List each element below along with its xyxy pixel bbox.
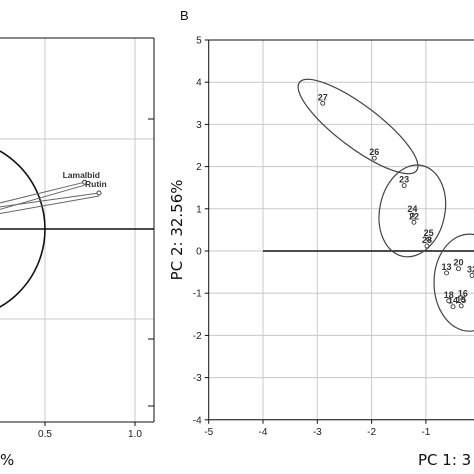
loading-vector-edge <box>0 195 100 214</box>
score-point <box>426 236 432 242</box>
score-point <box>320 100 326 106</box>
score-point-label: 24 <box>407 204 417 214</box>
score-point <box>456 266 461 272</box>
x-axis-title: PC 1: 3 <box>418 451 471 469</box>
y-tick-label: -3 <box>193 373 202 384</box>
x-tick-label: -4 <box>259 427 268 438</box>
y-tick-label: 3 <box>196 120 202 131</box>
score-point-label: 23 <box>399 175 409 185</box>
group-ellipse <box>378 164 447 258</box>
group-ellipse <box>297 78 419 175</box>
score-point <box>424 243 430 249</box>
y-tick-label: -1 <box>193 289 202 300</box>
vector-label: Lamalbid <box>63 170 100 180</box>
x-tick-label: -3 <box>313 427 322 438</box>
score-point-label: 18 <box>444 290 454 300</box>
panel-b-score-plot: B2726232422252813203218161415543210-1-2-… <box>168 8 474 469</box>
y-tick-label: 1 <box>196 204 202 215</box>
loading-vector <box>0 181 85 204</box>
panel-label: B <box>180 8 189 23</box>
score-point-label: 28 <box>422 235 432 245</box>
y-tick-label: -4 <box>193 415 202 426</box>
x-tick-label: -2 <box>367 427 376 438</box>
score-point-label: 25 <box>424 228 434 238</box>
x-tick-label: 0.5 <box>38 429 52 440</box>
score-point <box>458 303 464 309</box>
vector-endpoint <box>82 179 88 185</box>
score-point-label: 27 <box>318 92 328 102</box>
score-point <box>409 212 415 218</box>
vector-label: Rutin <box>85 179 107 189</box>
score-point-label: 15 <box>456 295 466 305</box>
score-point <box>371 155 377 161</box>
y-tick-label: 4 <box>196 78 202 89</box>
x-tick-label: 1.0 <box>128 429 142 440</box>
score-point-label: 26 <box>369 147 379 157</box>
vector-endpoint <box>96 190 102 196</box>
score-point <box>401 183 407 189</box>
y-tick-label: 2 <box>196 162 202 173</box>
loading-vector-edge <box>0 184 85 210</box>
y-tick-label: 0 <box>196 247 202 258</box>
score-point-label: 16 <box>458 289 468 299</box>
score-point-label: 32 <box>467 264 474 274</box>
loading-vector <box>0 192 100 208</box>
score-point <box>469 273 474 278</box>
x-tick-label: -5 <box>204 427 213 438</box>
score-point <box>460 297 466 302</box>
score-point-label: 22 <box>409 211 419 221</box>
y-tick-label: -2 <box>193 331 202 342</box>
score-point-label: 14 <box>448 296 458 306</box>
score-point <box>444 270 449 276</box>
score-point-label: 13 <box>442 262 452 272</box>
x-tick-label: -1 <box>421 427 430 438</box>
group-ellipse <box>433 233 474 332</box>
score-point <box>446 298 452 304</box>
y-tick-label: 5 <box>196 36 202 47</box>
y-axis-title: PC 2: 32.56% <box>168 179 186 280</box>
score-point <box>450 304 456 310</box>
x-axis-title-fragment: % <box>0 451 14 469</box>
score-point <box>411 219 417 225</box>
score-point-label: 20 <box>453 258 463 268</box>
